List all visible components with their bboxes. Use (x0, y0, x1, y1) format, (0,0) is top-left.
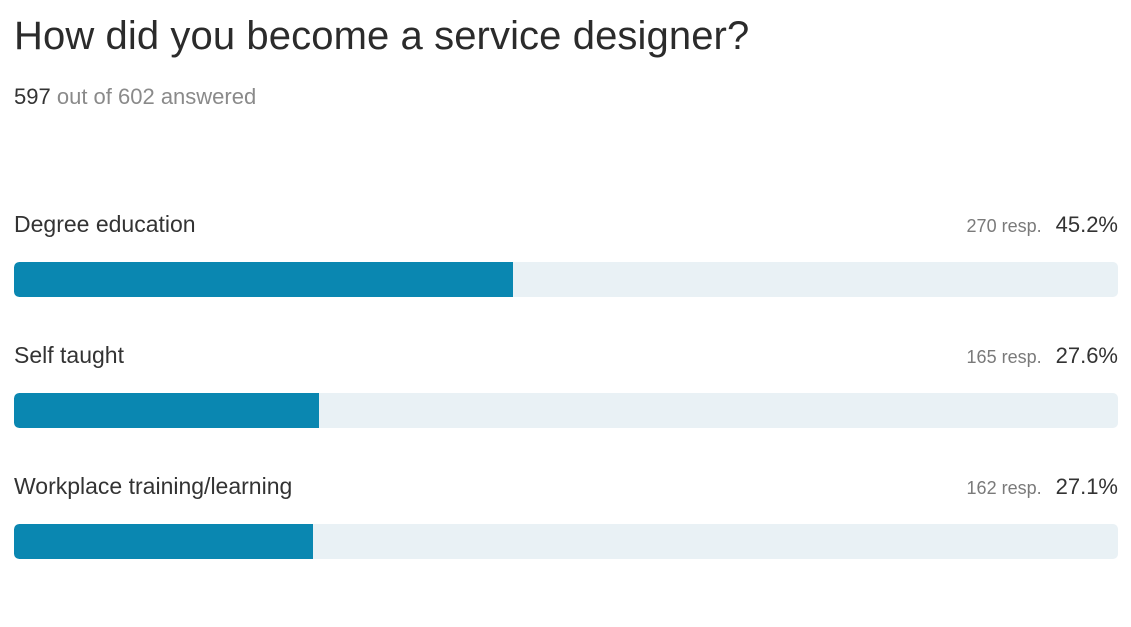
response-percentage: 27.6% (1055, 343, 1118, 368)
result-row-self-taught: Self taught 165 resp. 27.6% (14, 338, 1118, 469)
response-percentage: 27.1% (1055, 474, 1118, 499)
result-stats: 165 resp. 27.6% (967, 343, 1118, 369)
bar-track (14, 262, 1118, 297)
results-list: Degree education 270 resp. 45.2% Self ta… (14, 207, 1118, 600)
result-stats: 270 resp. 45.2% (967, 212, 1118, 238)
answered-summary: 597 out of 602 answered (14, 84, 256, 110)
bar-track (14, 393, 1118, 428)
bar-self-taught (14, 393, 319, 428)
response-count: 270 resp. (966, 216, 1042, 236)
bar-track (14, 524, 1118, 559)
response-percentage: 45.2% (1055, 212, 1118, 237)
answered-total-text: out of 602 answered (56, 84, 257, 109)
result-label: Degree education (14, 211, 196, 237)
result-label: Self taught (14, 342, 124, 368)
response-count: 162 resp. (966, 478, 1042, 498)
result-row-degree-education: Degree education 270 resp. 45.2% (14, 207, 1118, 338)
result-row-workplace-training: Workplace training/learning 162 resp. 27… (14, 469, 1118, 600)
answered-count: 597 (14, 84, 51, 109)
bar-workplace-training (14, 524, 314, 559)
result-label: Workplace training/learning (14, 473, 293, 499)
question-title: How did you become a service designer? (14, 14, 750, 58)
response-count: 165 resp. (966, 347, 1042, 367)
bar-degree-education (14, 262, 513, 297)
result-stats: 162 resp. 27.1% (967, 474, 1118, 500)
